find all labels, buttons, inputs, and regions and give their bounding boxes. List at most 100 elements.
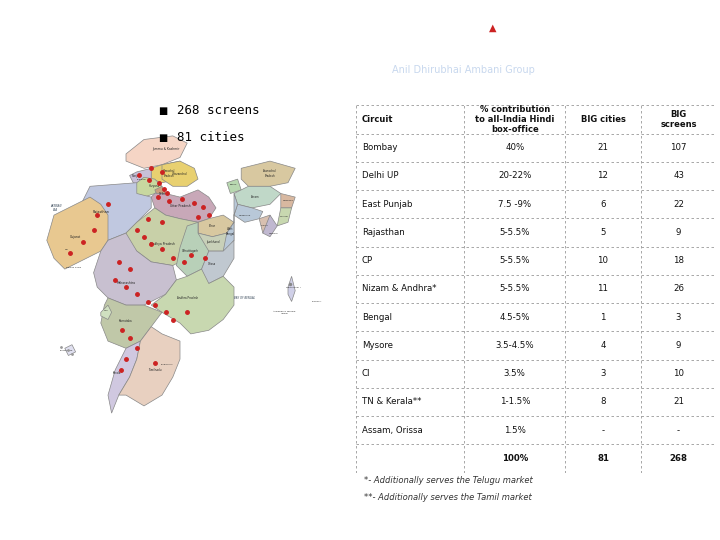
- Text: CI: CI: [361, 369, 370, 378]
- Text: 18: 18: [673, 256, 684, 265]
- Text: Chandigar: Chandigar: [138, 179, 147, 180]
- Text: 100%: 100%: [502, 454, 528, 463]
- Text: Tamilnadu: Tamilnadu: [148, 368, 161, 372]
- Polygon shape: [126, 208, 198, 266]
- Polygon shape: [198, 240, 234, 284]
- Text: Diu: Diu: [65, 249, 68, 250]
- Text: Punjab: Punjab: [132, 173, 141, 178]
- Text: Uttaranchal: Uttaranchal: [172, 172, 188, 176]
- Polygon shape: [198, 215, 234, 237]
- Text: MediaWorks: MediaWorks: [504, 28, 640, 48]
- Text: West
Bengal: West Bengal: [226, 227, 235, 235]
- Text: 107: 107: [670, 143, 687, 152]
- Text: Manipur: Manipur: [280, 217, 289, 218]
- Polygon shape: [94, 233, 176, 305]
- Text: Maharashtra: Maharashtra: [117, 281, 135, 286]
- Text: Lakshdweep: Lakshdweep: [60, 349, 73, 350]
- Text: AREBIAN
SEA: AREBIAN SEA: [50, 204, 61, 212]
- Polygon shape: [119, 327, 180, 406]
- Text: 7.5 -9%: 7.5 -9%: [498, 200, 531, 208]
- Polygon shape: [101, 298, 162, 348]
- Text: 43: 43: [673, 171, 684, 180]
- Text: Tripura: Tripura: [261, 225, 269, 226]
- Polygon shape: [288, 276, 295, 301]
- Polygon shape: [151, 269, 234, 334]
- Text: 3: 3: [676, 313, 681, 322]
- Text: Goa: Goa: [104, 310, 109, 311]
- Text: Jammu & Kashmir: Jammu & Kashmir: [152, 146, 179, 151]
- Text: Arunachal
Pradesh: Arunachal Pradesh: [264, 170, 276, 178]
- Polygon shape: [65, 345, 76, 355]
- Polygon shape: [126, 136, 187, 168]
- Text: Meghalaya: Meghalaya: [238, 214, 251, 215]
- Text: 26: 26: [673, 285, 684, 293]
- Text: Karnataka: Karnataka: [120, 319, 132, 323]
- Text: 4.5-5%: 4.5-5%: [500, 313, 530, 322]
- Text: Haryana: Haryana: [149, 184, 161, 188]
- Text: TN & Kerala**: TN & Kerala**: [361, 397, 421, 407]
- Text: 20-22%: 20-22%: [498, 171, 531, 180]
- Text: 12: 12: [598, 171, 608, 180]
- Text: 81 cities: 81 cities: [177, 131, 245, 144]
- Text: Himachal
Pradesh: Himachal Pradesh: [163, 170, 176, 178]
- Text: Andhra Pradesh: Andhra Pradesh: [176, 296, 198, 300]
- Text: 21: 21: [679, 518, 698, 532]
- Text: 5-5.5%: 5-5.5%: [500, 228, 530, 237]
- Text: Madhya Pradesh: Madhya Pradesh: [150, 242, 174, 246]
- Text: Bengal: Bengal: [361, 313, 392, 322]
- Polygon shape: [277, 208, 292, 226]
- Text: 5: 5: [600, 228, 606, 237]
- Text: 3: 3: [600, 369, 606, 378]
- Text: ■: ■: [158, 106, 168, 116]
- Text: 5-5.5%: 5-5.5%: [500, 256, 530, 265]
- Text: 10: 10: [673, 369, 684, 378]
- Text: 1: 1: [600, 313, 606, 322]
- Text: 3.5-4.5%: 3.5-4.5%: [495, 341, 534, 350]
- Polygon shape: [151, 161, 187, 183]
- Text: Schematic representation: Schematic representation: [13, 73, 235, 88]
- Text: 21: 21: [673, 397, 684, 407]
- Polygon shape: [155, 186, 166, 197]
- Polygon shape: [151, 190, 216, 222]
- Text: ReLIANCe: ReLIANCe: [389, 28, 510, 48]
- Polygon shape: [130, 168, 151, 186]
- Text: 1.5%: 1.5%: [504, 426, 526, 435]
- Text: Delhi: Delhi: [158, 192, 166, 195]
- Text: Barren I.: Barren I.: [312, 301, 322, 302]
- Polygon shape: [227, 179, 241, 193]
- Text: Kerala: Kerala: [113, 372, 121, 375]
- Text: 40%: 40%: [505, 143, 524, 152]
- Text: % contribution
to all-India Hindi
box-office: % contribution to all-India Hindi box-of…: [475, 105, 554, 134]
- Polygon shape: [198, 222, 234, 251]
- Text: 268 screens: 268 screens: [177, 104, 260, 117]
- Polygon shape: [108, 341, 140, 413]
- Text: Assam: Assam: [251, 195, 260, 199]
- Polygon shape: [241, 161, 295, 186]
- Text: Andaman & Nicobar
Islands: Andaman & Nicobar Islands: [273, 311, 296, 314]
- Text: Circuit: Circuit: [361, 115, 393, 124]
- Text: ▲: ▲: [490, 23, 497, 33]
- Text: Jharkhand: Jharkhand: [206, 240, 219, 244]
- Text: Sikkim: Sikkim: [230, 184, 238, 185]
- Text: Bombay: Bombay: [361, 143, 397, 152]
- Text: 21: 21: [598, 143, 608, 152]
- Polygon shape: [162, 161, 198, 186]
- Text: 11: 11: [598, 285, 608, 293]
- Polygon shape: [263, 215, 277, 237]
- Text: Pondicherry: Pondicherry: [161, 364, 174, 365]
- Polygon shape: [176, 222, 209, 276]
- Text: -: -: [677, 426, 680, 435]
- Text: -: -: [601, 426, 605, 435]
- Text: Gujarat: Gujarat: [70, 235, 81, 239]
- Text: CP: CP: [361, 256, 373, 265]
- Polygon shape: [259, 215, 274, 233]
- Text: Daman & Diu: Daman & Diu: [66, 267, 81, 268]
- Polygon shape: [133, 177, 162, 197]
- Text: 8: 8: [600, 397, 606, 407]
- Polygon shape: [223, 193, 238, 251]
- Text: 3.5%: 3.5%: [504, 369, 526, 378]
- Text: Anil Dhirubhai Ambani Group: Anil Dhirubhai Ambani Group: [392, 65, 535, 75]
- Text: BAY OF BENGAL: BAY OF BENGAL: [234, 296, 256, 300]
- Polygon shape: [234, 186, 281, 208]
- Text: Rajasthan: Rajasthan: [92, 210, 109, 213]
